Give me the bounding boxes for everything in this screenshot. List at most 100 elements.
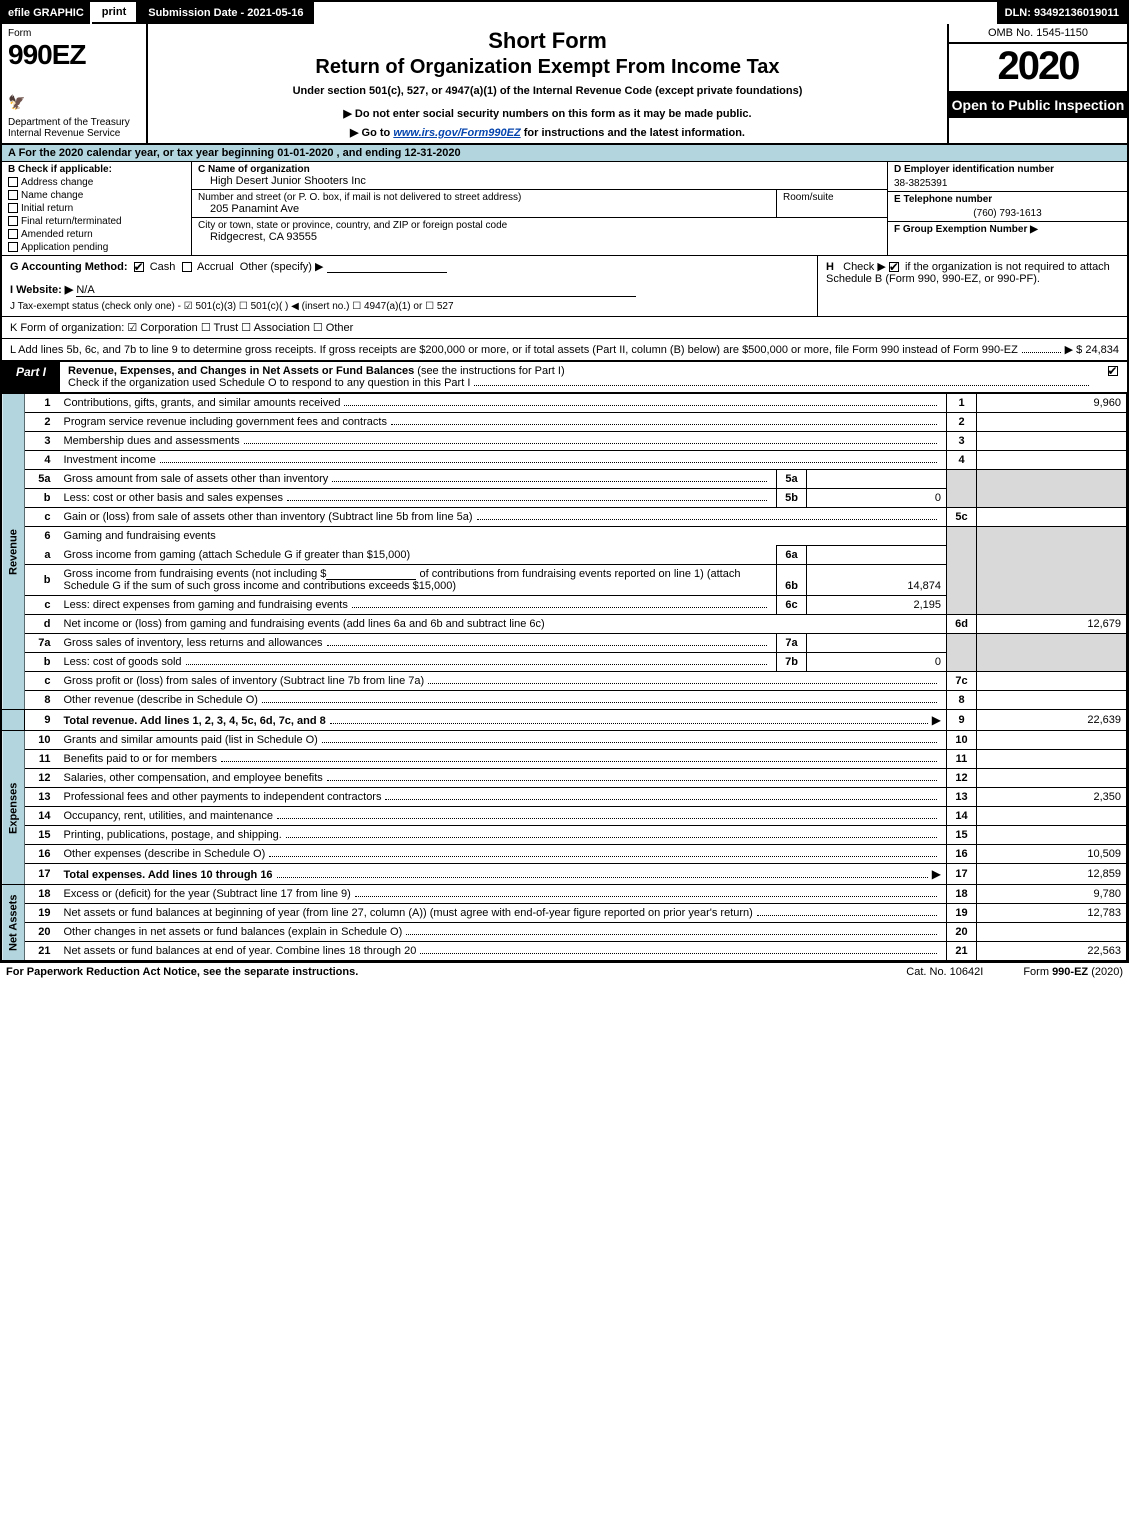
h-label: H xyxy=(826,261,834,273)
phone-value: (760) 793-1613 xyxy=(894,205,1121,219)
line-7c: c Gross profit or (loss) from sales of i… xyxy=(2,672,1127,691)
line-15: 15 Printing, publications, postage, and … xyxy=(2,826,1127,845)
chk-initial-return[interactable]: Initial return xyxy=(8,203,185,214)
irs-link[interactable]: www.irs.gov/Form990EZ xyxy=(393,127,520,139)
line-13: 13 Professional fees and other payments … xyxy=(2,788,1127,807)
street-label: Number and street (or P. O. box, if mail… xyxy=(198,192,770,203)
lines-table: Revenue 1 Contributions, gifts, grants, … xyxy=(2,393,1127,961)
chk-accrual[interactable] xyxy=(182,262,192,272)
val-1: 9,960 xyxy=(977,394,1127,413)
row-g: G Accounting Method: Cash Accrual Other … xyxy=(2,256,817,316)
footer-left: For Paperwork Reduction Act Notice, see … xyxy=(6,966,866,978)
f-label: F Group Exemption Number ▶ xyxy=(894,224,1121,235)
chk-name-change[interactable]: Name change xyxy=(8,190,185,201)
topbar-spacer xyxy=(314,2,997,24)
e-label: E Telephone number xyxy=(894,194,1121,205)
expenses-sidebar: Expenses xyxy=(2,731,25,885)
chk-application-pending[interactable]: Application pending xyxy=(8,242,185,253)
entity-block: B Check if applicable: Address change Na… xyxy=(2,162,1127,256)
line-21: 21 Net assets or fund balances at end of… xyxy=(2,942,1127,961)
goto-post: for instructions and the latest informat… xyxy=(521,127,745,139)
org-name: High Desert Junior Shooters Inc xyxy=(198,175,881,187)
line-16: 16 Other expenses (describe in Schedule … xyxy=(2,845,1127,864)
footer-center: Cat. No. 10642I xyxy=(866,966,1023,978)
l-value: ▶ $ 24,834 xyxy=(1065,343,1119,356)
line-7b: b Less: cost of goods sold 7b 0 xyxy=(2,653,1127,672)
open-to-public: Open to Public Inspection xyxy=(949,93,1127,118)
d-label: D Employer identification number xyxy=(894,164,1121,175)
row-k: K Form of organization: ☑ Corporation ☐ … xyxy=(2,317,1127,339)
row-h: H Check ▶ if the organization is not req… xyxy=(817,256,1127,316)
street-cell: Number and street (or P. O. box, if mail… xyxy=(192,190,777,217)
l-dotted xyxy=(1022,344,1061,353)
print-button[interactable]: print xyxy=(92,2,138,24)
footer-right: Form 990-EZ (2020) xyxy=(1023,966,1123,978)
i-label: I Website: ▶ xyxy=(10,284,73,296)
line-6c: c Less: direct expenses from gaming and … xyxy=(2,596,1127,615)
group-exemption-row: F Group Exemption Number ▶ xyxy=(888,222,1127,255)
part1-tab: Part I xyxy=(2,362,60,392)
g-label: G Accounting Method: xyxy=(10,261,128,273)
phone-row: E Telephone number (760) 793-1613 xyxy=(888,192,1127,222)
line-3: 3 Membership dues and assessments 3 xyxy=(2,432,1127,451)
line-6b: b Gross income from fundraising events (… xyxy=(2,565,1127,596)
row-l: L Add lines 5b, 6c, and 7b to line 9 to … xyxy=(2,339,1127,362)
chk-schedule-b[interactable] xyxy=(889,262,899,272)
line-11: 11 Benefits paid to or for members 11 xyxy=(2,750,1127,769)
tax-year: 2020 xyxy=(949,44,1127,93)
part1-checkbox-cell xyxy=(1101,362,1127,392)
line-2: 2 Program service revenue including gove… xyxy=(2,413,1127,432)
street-value: 205 Panamint Ave xyxy=(198,203,770,215)
line-1: Revenue 1 Contributions, gifts, grants, … xyxy=(2,394,1127,413)
irs-text: Internal Revenue Service xyxy=(8,128,120,139)
section-c: C Name of organization High Desert Junio… xyxy=(192,162,887,255)
efile-label: efile GRAPHIC xyxy=(2,2,92,24)
submission-date: Submission Date - 2021-05-16 xyxy=(138,2,313,24)
b-label: B Check if applicable: xyxy=(8,164,185,175)
chk-schedule-o[interactable] xyxy=(1108,366,1118,376)
row-gh: G Accounting Method: Cash Accrual Other … xyxy=(2,256,1127,317)
l-text: L Add lines 5b, 6c, and 7b to line 9 to … xyxy=(10,344,1018,356)
irs-eagle-icon: 🦅 xyxy=(8,94,25,111)
city-value: Ridgecrest, CA 93555 xyxy=(198,231,881,243)
line-10: Expenses 10 Grants and similar amounts p… xyxy=(2,731,1127,750)
chk-cash[interactable] xyxy=(134,262,144,272)
line-14: 14 Occupancy, rent, utilities, and maint… xyxy=(2,807,1127,826)
topbar: efile GRAPHIC print Submission Date - 20… xyxy=(2,2,1127,24)
ein-value: 38-3825391 xyxy=(894,175,1121,189)
part1-check-text: Check if the organization used Schedule … xyxy=(68,377,470,389)
subtitle-goto: ▶ Go to www.irs.gov/Form990EZ for instru… xyxy=(154,126,941,139)
row-a-tax-year: A For the 2020 calendar year, or tax yea… xyxy=(2,145,1127,162)
line-8: 8 Other revenue (describe in Schedule O)… xyxy=(2,691,1127,710)
subtitle-ssn: ▶ Do not enter social security numbers o… xyxy=(154,107,941,120)
line-19: 19 Net assets or fund balances at beginn… xyxy=(2,904,1127,923)
c-label: C Name of organization xyxy=(198,164,881,175)
line-5a: 5a Gross amount from sale of assets othe… xyxy=(2,470,1127,489)
city-label: City or town, state or province, country… xyxy=(198,220,881,231)
line-9: 9 Total revenue. Add lines 1, 2, 3, 4, 5… xyxy=(2,710,1127,731)
dept-text: Department of the Treasury xyxy=(8,117,130,128)
form-label: Form xyxy=(8,28,140,39)
line-12: 12 Salaries, other compensation, and emp… xyxy=(2,769,1127,788)
line-17: 17 Total expenses. Add lines 10 through … xyxy=(2,864,1127,885)
line-20: 20 Other changes in net assets or fund b… xyxy=(2,923,1127,942)
dln-label: DLN: 93492136019011 xyxy=(997,2,1127,24)
section-b: B Check if applicable: Address change Na… xyxy=(2,162,192,255)
line-18: Net Assets 18 Excess or (deficit) for th… xyxy=(2,885,1127,904)
room-cell: Room/suite xyxy=(777,190,887,217)
row-j: J Tax-exempt status (check only one) - ☑… xyxy=(10,301,809,312)
other-specify-input[interactable] xyxy=(327,261,447,273)
chk-address-change[interactable]: Address change xyxy=(8,177,185,188)
line-4: 4 Investment income 4 xyxy=(2,451,1127,470)
line-6a: a Gross income from gaming (attach Sched… xyxy=(2,546,1127,565)
goto-pre: ▶ Go to xyxy=(350,127,393,139)
header-left: Form 990EZ 🦅 Department of the Treasury … xyxy=(2,24,148,143)
part1-header: Part I Revenue, Expenses, and Changes in… xyxy=(2,362,1127,393)
chk-amended-return[interactable]: Amended return xyxy=(8,229,185,240)
chk-final-return[interactable]: Final return/terminated xyxy=(8,216,185,227)
omb-number: OMB No. 1545-1150 xyxy=(949,24,1127,44)
line-6d: d Net income or (loss) from gaming and f… xyxy=(2,615,1127,634)
title-short-form: Short Form xyxy=(154,28,941,54)
city-row: City or town, state or province, country… xyxy=(192,218,887,245)
header-middle: Short Form Return of Organization Exempt… xyxy=(148,24,947,143)
